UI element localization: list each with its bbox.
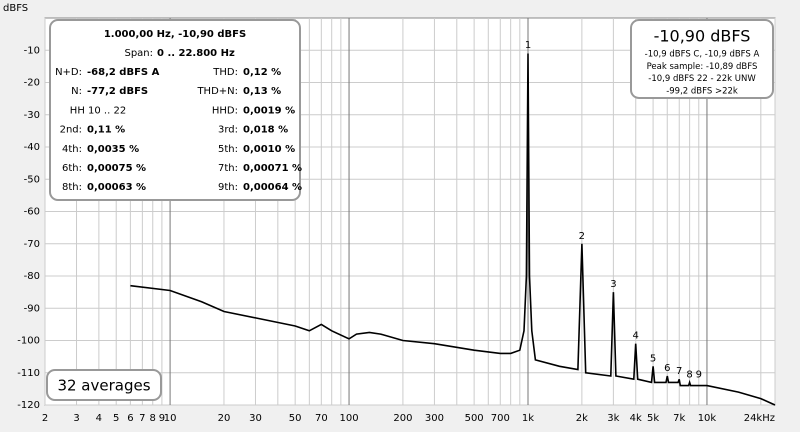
x-tick-label: 9 <box>159 413 165 424</box>
x-tick-label: 30 <box>249 413 262 424</box>
metric-label: 9th: <box>218 182 238 193</box>
x-tick-label: 500 <box>465 413 484 424</box>
x-tick-label: 3k <box>607 413 619 424</box>
harmonic-label: 9 <box>696 369 702 380</box>
x-tick-label: 5k <box>647 413 659 424</box>
x-tick-label: 10k <box>698 413 717 424</box>
level-line: -99,2 dBFS >22k <box>666 86 738 96</box>
metric-label: 4th: <box>62 144 82 155</box>
x-tick-label: 7k <box>673 413 685 424</box>
measure-header: 1.000,00 Hz, -10,90 dBFS <box>104 29 246 40</box>
metric-label: 7th: <box>218 163 238 174</box>
metric-value: 0,13 % <box>243 86 281 97</box>
harmonic-label: 7 <box>676 366 682 377</box>
x-tick-label: 50 <box>289 413 302 424</box>
y-tick-label: -40 <box>24 142 40 153</box>
metric-label: HHD: <box>212 105 238 116</box>
metric-label: 6th: <box>62 163 82 174</box>
harmonic-label: 5 <box>650 353 656 364</box>
x-tick-label: 20 <box>218 413 231 424</box>
metric-label: THD+N: <box>196 86 238 97</box>
metric-label: 2nd: <box>60 125 82 136</box>
x-tick-label: 24kHz <box>744 413 775 424</box>
level-line: -10,9 dBFS C, -10,9 dBFS A <box>645 50 760 60</box>
y-tick-label: -90 <box>24 303 40 314</box>
y-tick-label: -60 <box>24 207 40 218</box>
y-tick-label: -20 <box>24 78 40 89</box>
metric-value: -77,2 dBFS <box>87 86 148 97</box>
x-tick-label: 1k <box>522 413 534 424</box>
harmonic-label: 8 <box>686 369 692 380</box>
harmonic-label: 4 <box>633 331 639 342</box>
metric-value: 0,00071 % <box>243 163 302 174</box>
metric-label: THD: <box>212 67 238 78</box>
metric-value: 0,0019 % <box>243 105 295 116</box>
x-tick-label: 100 <box>339 413 358 424</box>
measure-box <box>49 19 301 201</box>
y-tick-label: -120 <box>17 400 40 411</box>
x-tick-label: 300 <box>425 413 444 424</box>
x-tick-label: 2 <box>42 413 48 424</box>
metric-value: 0,00064 % <box>243 182 302 193</box>
x-tick-label: 7 <box>139 413 145 424</box>
x-tick-label: 4k <box>630 413 642 424</box>
y-tick-label: -100 <box>17 336 40 347</box>
metric-value: 0,11 % <box>87 125 125 136</box>
x-tick-label: 700 <box>491 413 510 424</box>
level-line: Peak sample: -10,89 dBFS <box>647 62 758 72</box>
harmonic-label: 1 <box>525 40 531 51</box>
metric-value: 0,00075 % <box>87 163 146 174</box>
harmonic-label: 2 <box>579 231 585 242</box>
metric-label: 8th: <box>62 182 82 193</box>
x-tick-label: 70 <box>315 413 328 424</box>
metric-value: -68,2 dBFS A <box>87 67 160 78</box>
x-tick-label: 200 <box>393 413 412 424</box>
metric-value: 0,018 % <box>243 125 288 136</box>
spectrum-line <box>130 53 776 406</box>
span-label: Span: <box>124 48 153 59</box>
metric-label: N: <box>71 86 82 97</box>
metric-label: 3rd: <box>218 125 238 136</box>
averages: 32 averages <box>57 377 150 395</box>
metric-label: 5th: <box>218 144 238 155</box>
metric-value: 0,00063 % <box>87 182 146 193</box>
x-tick-label: 4 <box>96 413 102 424</box>
averages-box <box>46 369 162 401</box>
x-tick-label: 10 <box>164 413 177 424</box>
span-value: 0 .. 22.800 Hz <box>157 48 235 59</box>
x-tick-label: 8 <box>150 413 156 424</box>
level-line: -10,9 dBFS 22 - 22k UNW <box>648 74 756 84</box>
metric-value: 0,12 % <box>243 67 281 78</box>
y-axis-label: dBFS <box>3 3 28 14</box>
x-tick-label: 5 <box>113 413 119 424</box>
y-tick-label: -80 <box>24 271 40 282</box>
x-tick-label: 2k <box>576 413 588 424</box>
metric-value: 0,0035 % <box>87 144 139 155</box>
x-tick-label: 6 <box>127 413 133 424</box>
metric-label: N+D: <box>55 67 82 78</box>
y-tick-label: -50 <box>24 174 40 185</box>
x-tick-label: 3 <box>73 413 79 424</box>
harmonic-label: 3 <box>610 279 616 290</box>
y-tick-label: -70 <box>24 239 40 250</box>
level-box <box>630 19 774 99</box>
y-tick-label: -10 <box>24 45 40 56</box>
metric-value: 0,0010 % <box>243 144 295 155</box>
y-tick-label: -110 <box>17 368 40 379</box>
level-title: -10,90 dBFS <box>654 27 751 46</box>
metric-label: HH 10 .. 22 <box>70 105 126 116</box>
harmonic-label: 6 <box>664 363 670 374</box>
y-tick-label: -30 <box>24 110 40 121</box>
